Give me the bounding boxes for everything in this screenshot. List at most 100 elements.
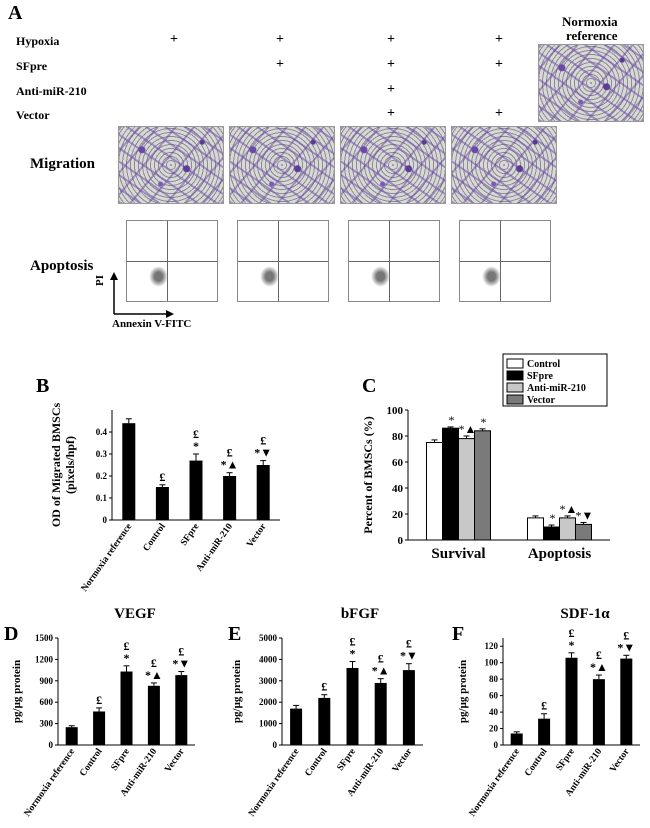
panel-C-ylabel: Percent of BMSCs (%): [361, 416, 375, 533]
migration-image-4: [451, 126, 557, 204]
plus-hypoxia-2: +: [276, 32, 284, 47]
plus-sfpre-4: +: [495, 57, 503, 72]
panel-D-annot-3-0: *▲: [145, 668, 163, 682]
panel-B-ylabel-1: OD of Migrated BMSCs: [49, 403, 63, 528]
panel-D-annot-4-1: £: [178, 645, 184, 659]
panel-C-legend-label-1: SFpre: [527, 371, 553, 382]
panel-D-bar-3: [147, 685, 160, 745]
migration-image-1: [118, 126, 224, 204]
panel-F-bar-4: [620, 658, 633, 745]
plus-anti-mir-3: +: [387, 82, 395, 97]
panel-F-ytick-label-3: 60: [489, 691, 499, 701]
panel-E-annot-1-0: £: [321, 680, 327, 694]
panel-F-ylabel: pg/μg protein: [457, 660, 469, 723]
panel-B-ytick-label-2: 0.2: [96, 471, 108, 481]
panel-B-bar-4: [256, 465, 270, 520]
panel-C-bar-1-0: [527, 517, 544, 541]
panel-B-bar-2: [189, 460, 203, 520]
panel-C-ytick-label-3: 60: [392, 457, 404, 469]
panel-B-category-1: Control: [142, 522, 168, 554]
panel-F-ytick-label-5: 100: [485, 658, 499, 668]
panel-B-annot-3-1: £: [227, 446, 233, 460]
panel-C-ytick-label-4: 80: [392, 431, 404, 443]
panel-B-bar-3: [223, 476, 237, 520]
panel-C-annot-1-2: *▲: [560, 502, 578, 516]
panel-E-ytick-label-5: 5000: [259, 633, 278, 643]
panel-C-bar-1-3: [575, 523, 592, 541]
panel-C-legend-label-3: Vector: [527, 395, 556, 406]
panel-F-bar-2: [565, 657, 578, 745]
panel-C-ytick-label-5: 100: [387, 405, 404, 417]
panel-D-bar-0: [65, 727, 78, 745]
panel-F-title: SDF-1α: [560, 606, 610, 622]
panel-D-ylabel: pg/μg protein: [11, 660, 23, 723]
panel-E-category-0: Normoxia reference: [247, 747, 301, 819]
flow-plot-3: [348, 220, 440, 302]
plus-hypoxia-1: +: [170, 32, 178, 47]
panel-E-ytick-label-1: 1000: [259, 719, 278, 729]
panel-D-annot-1-0: £: [96, 693, 102, 707]
panel-F-ytick-label-1: 20: [489, 724, 499, 734]
panel-D-category-2: SFpre: [110, 747, 132, 773]
panel-D-ytick-label-0: 0: [49, 740, 54, 750]
panel-C-annot-0-3: *: [481, 415, 487, 429]
panel-D-letter: D: [4, 623, 18, 645]
plus-sfpre-3: +: [387, 57, 395, 72]
panel-B-annot-4-0: *▼: [254, 446, 272, 460]
panel-B-ytick-label-4: 0.4: [96, 427, 108, 437]
panel-E-annot-2-0: *: [350, 647, 356, 661]
panel-C-legend-swatch-2: [506, 382, 524, 393]
panel-E-letter: E: [228, 623, 241, 645]
normoxia-label-line2: reference: [566, 28, 618, 43]
plus-vector-3: +: [387, 106, 395, 121]
panel-B-bar-0: [122, 423, 136, 520]
normoxia-label-line1: Normoxia: [562, 14, 618, 29]
panel-C-bar-0-2: [458, 438, 475, 541]
plus-hypoxia-3: +: [387, 32, 395, 47]
panel-C-bar-0-3: [474, 430, 491, 541]
panel-C-bar-0-1: [442, 427, 459, 541]
panel-B-ylabel-2: (pixels/hpf): [63, 436, 77, 494]
plus-hypoxia-4: +: [495, 32, 503, 47]
panel-D-category-1: Control: [78, 747, 104, 779]
panel-D-ytick-label-2: 600: [40, 697, 54, 707]
panel-E-ytick-label-4: 4000: [259, 654, 278, 664]
panel-C-annot-0-1: *: [449, 413, 455, 427]
migration-label: Migration: [30, 156, 95, 172]
panel-C-legend-label-0: Control: [527, 359, 560, 370]
row-label-vector: Vector: [16, 108, 50, 122]
panel-E-ytick-label-2: 2000: [259, 697, 278, 707]
apoptosis-label: Apoptosis: [30, 258, 94, 274]
panel-B-bar-1: [155, 487, 169, 520]
plus-sfpre-2: +: [276, 57, 284, 72]
panel-F-letter: F: [452, 623, 464, 645]
flow-axes-arrows: [110, 272, 174, 318]
panel-C-ytick-label-2: 40: [392, 483, 404, 495]
panel-F-bar-1: [538, 718, 551, 745]
panel-C-category-1: Apoptosis: [528, 546, 592, 562]
panel-B-ytick-label-1: 0.1: [96, 493, 108, 503]
panel-B-annot-1-0: £: [159, 470, 165, 484]
panel-E-bar-0: [290, 708, 303, 745]
panel-D-category-0: Normoxia reference: [23, 747, 77, 819]
panel-F-annot-2-0: *: [569, 638, 575, 652]
panel-D-ytick-label-3: 900: [40, 676, 54, 686]
panel-C-legend-swatch-1: [506, 370, 524, 381]
panel-C-bar-1-2: [559, 517, 576, 541]
panel-E-bar-1: [318, 697, 331, 745]
panel-E-category-4: Vector: [391, 746, 415, 774]
panel-F-ytick-label-6: 120: [485, 641, 499, 651]
panel-F-ytick-label-4: 80: [489, 674, 499, 684]
panel-E-annot-2-1: £: [350, 635, 356, 649]
panel-D-annot-4-0: *▼: [172, 657, 190, 671]
flow-plot-4: [459, 220, 551, 302]
plus-vector-4: +: [495, 106, 503, 121]
panel-B-letter: B: [36, 375, 49, 397]
panel-B-category-0: Normoxia reference: [80, 522, 134, 594]
flow-plot-2: [237, 220, 329, 302]
panel-B-annot-3-0: *▲: [221, 458, 239, 472]
panel-F-annot-2-1: £: [569, 626, 575, 640]
panel-C-ytick-label-0: 0: [398, 535, 404, 547]
panel-F-category-1: Control: [523, 747, 549, 779]
